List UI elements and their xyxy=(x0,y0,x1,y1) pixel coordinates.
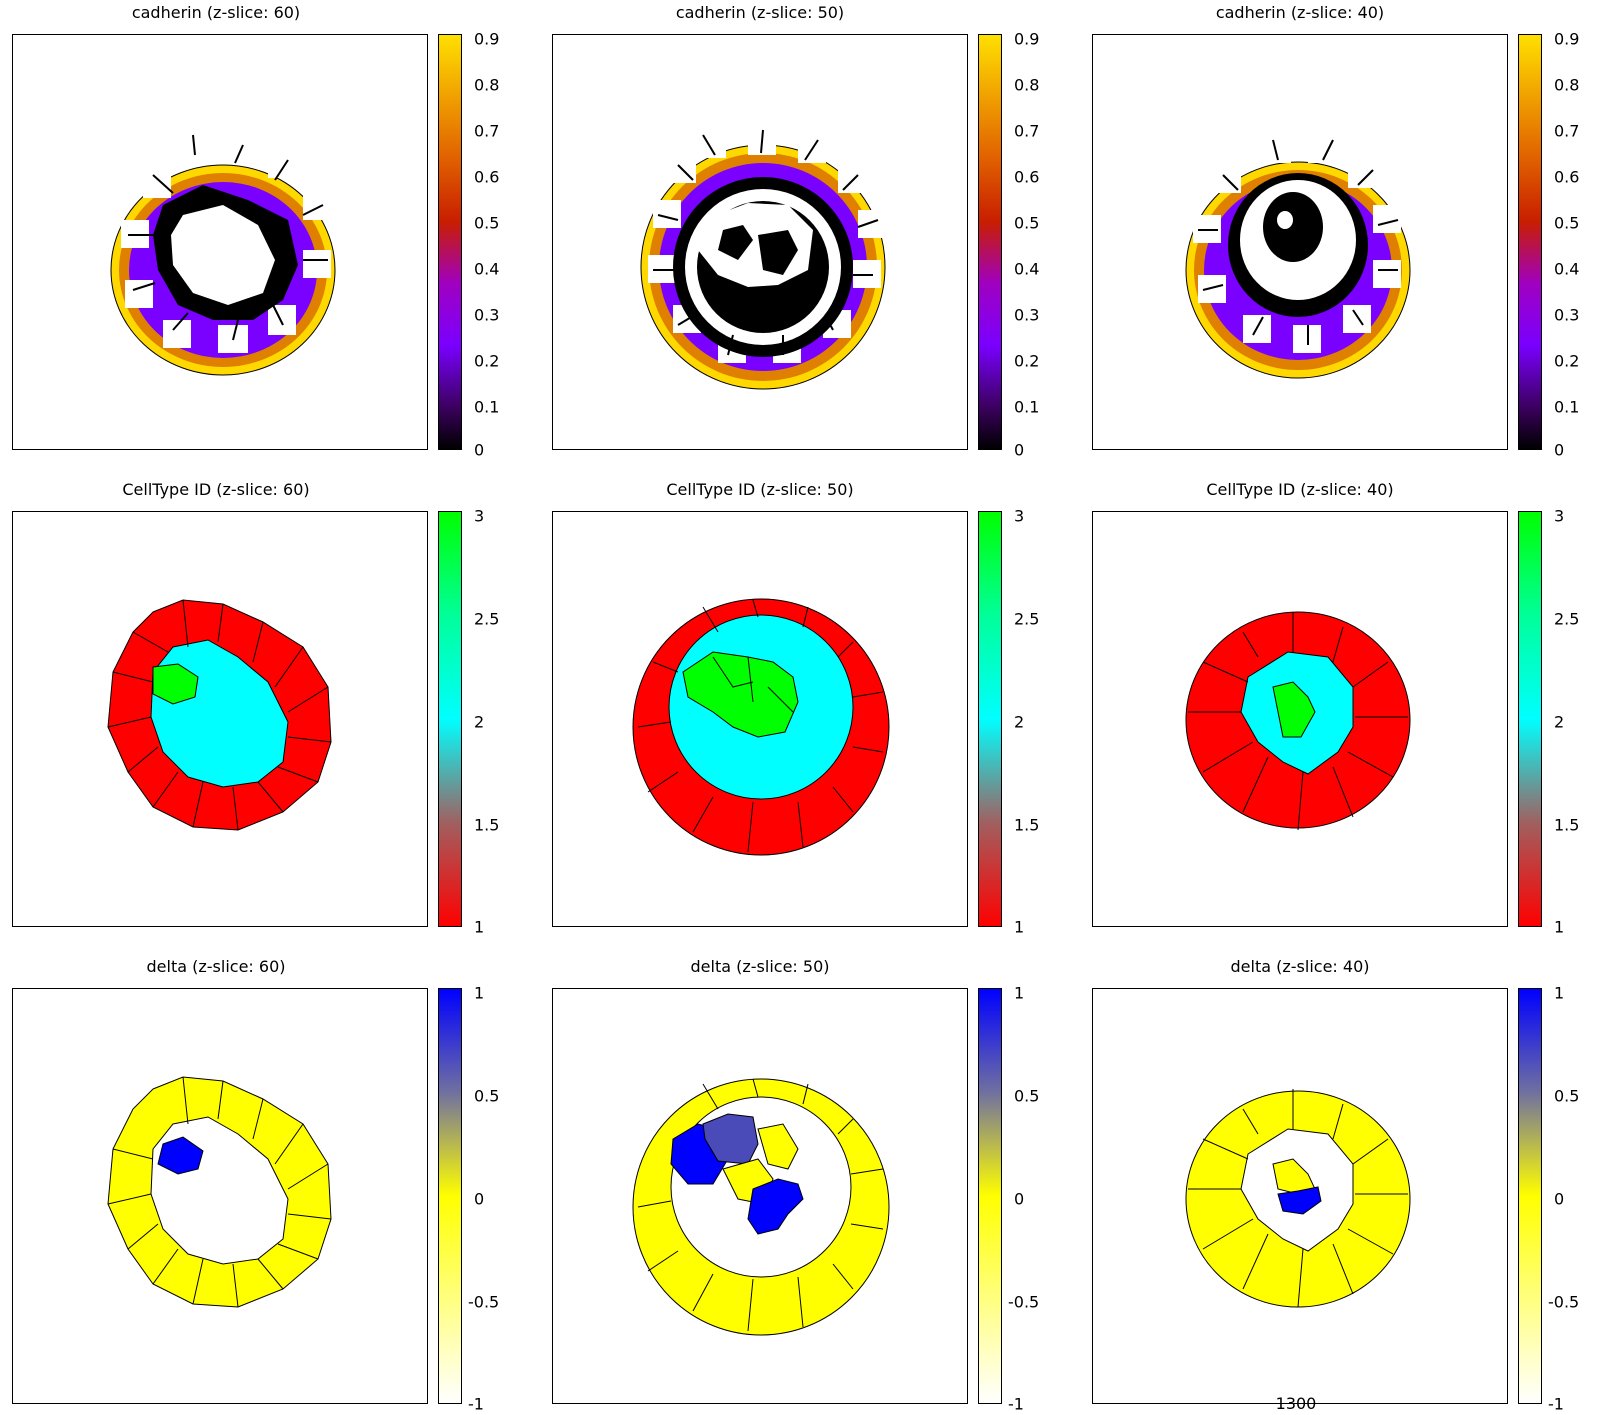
plot-area xyxy=(552,34,968,450)
colorbar xyxy=(438,511,462,927)
colorbar-tick: 0.2 xyxy=(1554,351,1580,371)
colorbar-tick: 0.7 xyxy=(1014,121,1040,141)
colorbar-tick: 1.5 xyxy=(1014,815,1040,835)
plot-area xyxy=(12,988,428,1404)
heatmap-cadherin-50 xyxy=(640,127,886,390)
colorbar-tick: 1 xyxy=(1554,917,1565,937)
colorbar-tick: 0.6 xyxy=(474,167,500,187)
colorbar-tick: 1.5 xyxy=(474,815,500,835)
colorbar-tick: 0 xyxy=(1014,1189,1025,1209)
colorbar-tick: 0.7 xyxy=(1554,121,1580,141)
heatmap-delta-60 xyxy=(107,1076,332,1308)
footer-label: 1300 xyxy=(1275,1394,1317,1413)
colorbar-tick: 0.9 xyxy=(474,29,500,49)
colorbar-tick: 0.9 xyxy=(1014,29,1040,49)
colorbar-tick: 2 xyxy=(1554,712,1565,732)
colorbar-tick: 0.5 xyxy=(1554,213,1580,233)
colorbar-tick: 3 xyxy=(1014,506,1025,526)
colorbar xyxy=(438,988,462,1404)
colorbar-tick: 3 xyxy=(1554,506,1565,526)
heatmap-cadherin-60 xyxy=(110,125,336,376)
colorbar-tick: 2.5 xyxy=(1554,609,1580,629)
colorbar-tick: 0.4 xyxy=(1554,259,1580,279)
colorbar-tick: 2 xyxy=(474,712,485,732)
colorbar-tick: 0.4 xyxy=(474,259,500,279)
colorbar-tick: 3 xyxy=(474,506,485,526)
colorbar-tick: 0.6 xyxy=(1014,167,1040,187)
colorbar-tick: 0.5 xyxy=(474,213,500,233)
colorbar-tick: 0 xyxy=(1554,1189,1565,1209)
colorbar-tick: -1 xyxy=(1548,1394,1564,1414)
colorbar-tick: 0.1 xyxy=(1554,397,1580,417)
colorbar-tick: 0 xyxy=(474,440,485,460)
plot-area xyxy=(1092,988,1508,1404)
colorbar-tick: 0.9 xyxy=(1554,29,1580,49)
colorbar-tick: 0.8 xyxy=(474,75,500,95)
colorbar-tick: 0.5 xyxy=(474,1086,500,1106)
heatmap-delta-50 xyxy=(632,1078,890,1336)
colorbar-tick: 0.4 xyxy=(1014,259,1040,279)
colorbar-tick: 0.3 xyxy=(1014,305,1040,325)
colorbar-tick: 0.2 xyxy=(474,351,500,371)
colorbar-tick: 0.2 xyxy=(1014,351,1040,371)
plot-area xyxy=(552,988,968,1404)
colorbar-tick: 1 xyxy=(474,917,485,937)
heatmap-delta-40 xyxy=(1185,1089,1411,1308)
colorbar-tick: 0.3 xyxy=(474,305,500,325)
plot-area xyxy=(1092,34,1508,450)
colorbar-tick: 0.8 xyxy=(1014,75,1040,95)
colorbar xyxy=(1518,988,1542,1404)
plot-area xyxy=(1092,511,1508,927)
colorbar xyxy=(438,34,462,450)
colorbar xyxy=(978,511,1002,927)
plot-area xyxy=(12,34,428,450)
colorbar-tick: 0.5 xyxy=(1014,213,1040,233)
colorbar-tick: 0 xyxy=(474,1189,485,1209)
colorbar xyxy=(978,988,1002,1404)
colorbar-tick: 0.3 xyxy=(1554,305,1580,325)
colorbar-tick: 0.5 xyxy=(1554,1086,1580,1106)
panel-title: cadherin (z-slice: 60) xyxy=(131,3,301,22)
colorbar-tick: 2.5 xyxy=(1014,609,1040,629)
colorbar-tick: 1 xyxy=(1554,983,1565,1003)
colorbar-tick: 2.5 xyxy=(474,609,500,629)
colorbar-tick: -1 xyxy=(468,1394,484,1414)
heatmap-cadherin-40 xyxy=(1185,135,1411,379)
colorbar-tick: 0.8 xyxy=(1554,75,1580,95)
panel-title: cadherin (z-slice: 40) xyxy=(1215,3,1385,22)
colorbar-tick: 1.5 xyxy=(1554,815,1580,835)
colorbar-tick: 1 xyxy=(1014,917,1025,937)
colorbar-tick: 0.7 xyxy=(474,121,500,141)
panel-title: delta (z-slice: 40) xyxy=(1230,957,1370,976)
heatmap-celltype-60 xyxy=(107,599,332,831)
panel-title: CellType ID (z-slice: 40) xyxy=(1206,480,1394,499)
panel-title: delta (z-slice: 50) xyxy=(690,957,830,976)
plot-area xyxy=(12,511,428,927)
panel-title: cadherin (z-slice: 50) xyxy=(675,3,845,22)
colorbar-tick: -1 xyxy=(1008,1394,1024,1414)
colorbar xyxy=(978,34,1002,450)
colorbar xyxy=(1518,511,1542,927)
panel-title: delta (z-slice: 60) xyxy=(146,957,286,976)
colorbar-tick: -0.5 xyxy=(1008,1292,1040,1312)
colorbar-tick: 1 xyxy=(1014,983,1025,1003)
colorbar-tick: 0 xyxy=(1014,440,1025,460)
heatmap-celltype-40 xyxy=(1185,611,1411,831)
colorbar-tick: 2 xyxy=(1014,712,1025,732)
colorbar-tick: 0 xyxy=(1554,440,1565,460)
heatmap-celltype-50 xyxy=(632,598,890,856)
colorbar-tick: 0.5 xyxy=(1014,1086,1040,1106)
plot-area xyxy=(552,511,968,927)
panel-title: CellType ID (z-slice: 60) xyxy=(122,480,310,499)
colorbar xyxy=(1518,34,1542,450)
colorbar-tick: 0.1 xyxy=(474,397,500,417)
colorbar-tick: -0.5 xyxy=(468,1292,500,1312)
colorbar-tick: -0.5 xyxy=(1548,1292,1580,1312)
colorbar-tick: 0.1 xyxy=(1014,397,1040,417)
panel-title: CellType ID (z-slice: 50) xyxy=(666,480,854,499)
colorbar-tick: 0.6 xyxy=(1554,167,1580,187)
colorbar-tick: 1 xyxy=(474,983,485,1003)
